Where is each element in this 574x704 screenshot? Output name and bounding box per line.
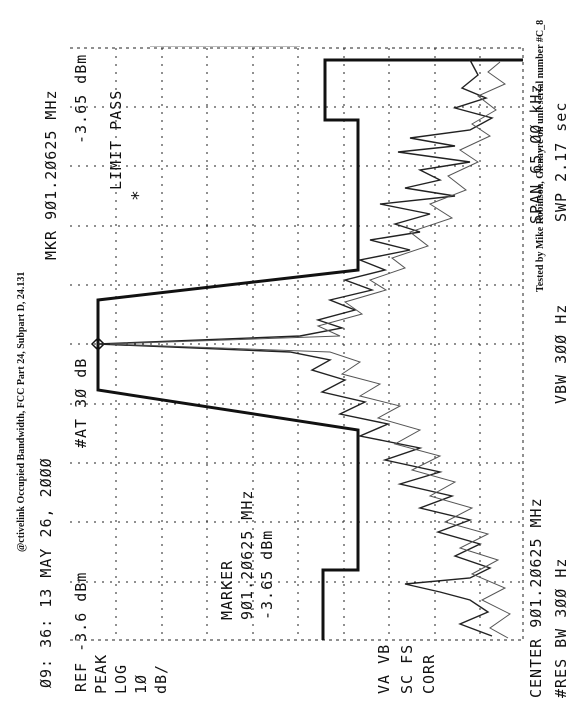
spectrum-trace-dark [97, 59, 494, 637]
scan-artifact-line [150, 46, 300, 47]
spectrum-trace-light [109, 61, 511, 639]
limit-mask-line [96, 58, 523, 640]
graticule-grid [70, 47, 524, 641]
